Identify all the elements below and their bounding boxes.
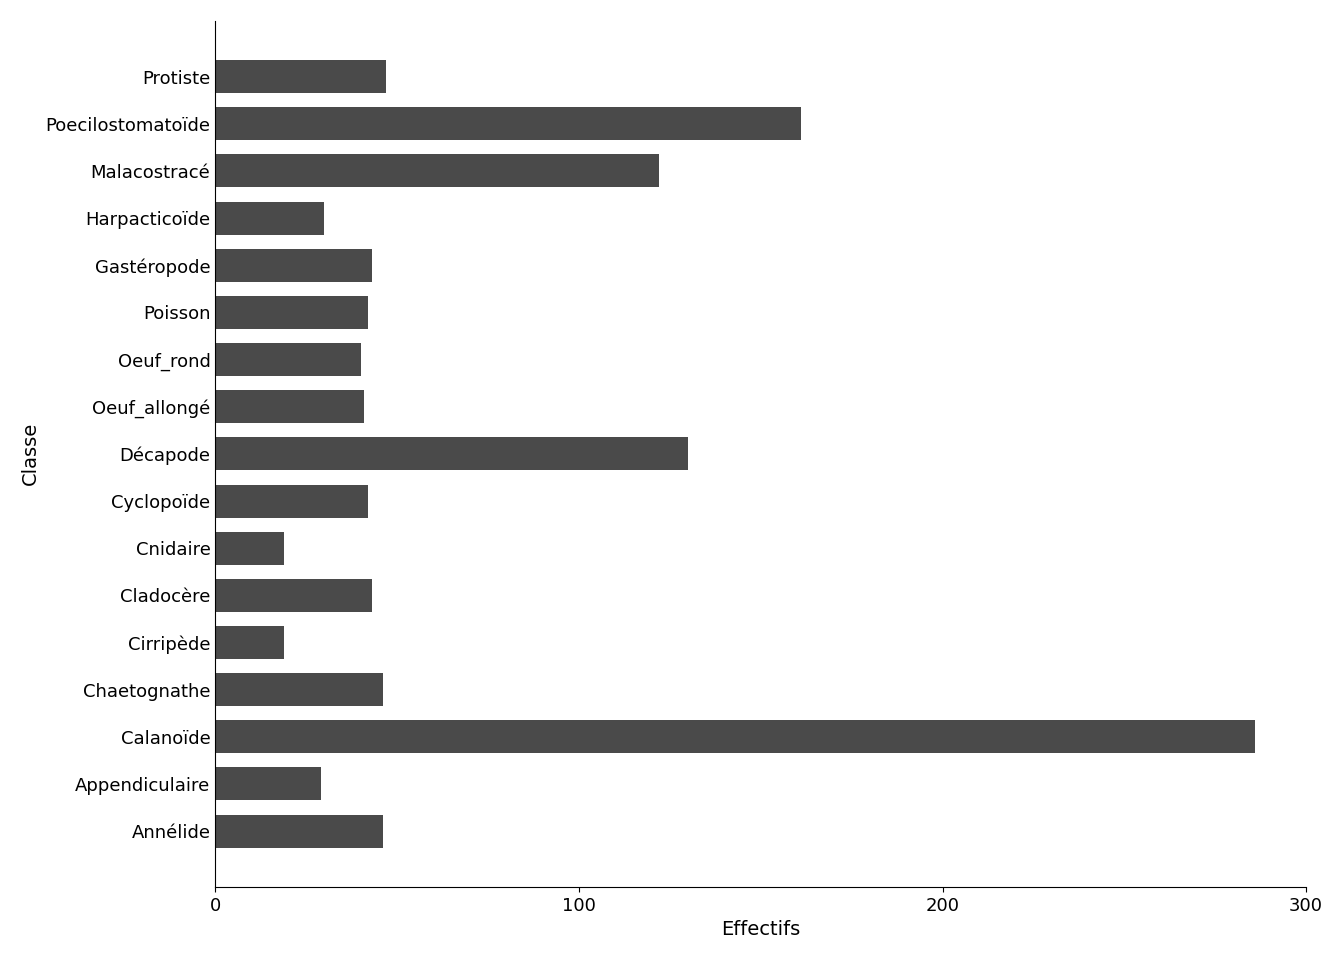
Bar — [215, 343, 360, 376]
Bar — [215, 249, 371, 282]
Bar — [215, 532, 285, 564]
Bar — [215, 673, 383, 707]
Bar — [215, 155, 659, 187]
Bar — [215, 202, 324, 234]
Bar — [215, 579, 371, 612]
Bar — [215, 108, 801, 140]
Bar — [215, 626, 285, 659]
Bar — [215, 438, 688, 470]
Bar — [215, 485, 368, 517]
Bar — [215, 390, 364, 423]
Bar — [215, 720, 1255, 754]
Bar — [215, 296, 368, 329]
Bar — [215, 814, 383, 848]
X-axis label: Effectifs: Effectifs — [722, 921, 800, 939]
Bar — [215, 60, 386, 93]
Y-axis label: Classe: Classe — [22, 422, 40, 486]
Bar — [215, 767, 321, 801]
